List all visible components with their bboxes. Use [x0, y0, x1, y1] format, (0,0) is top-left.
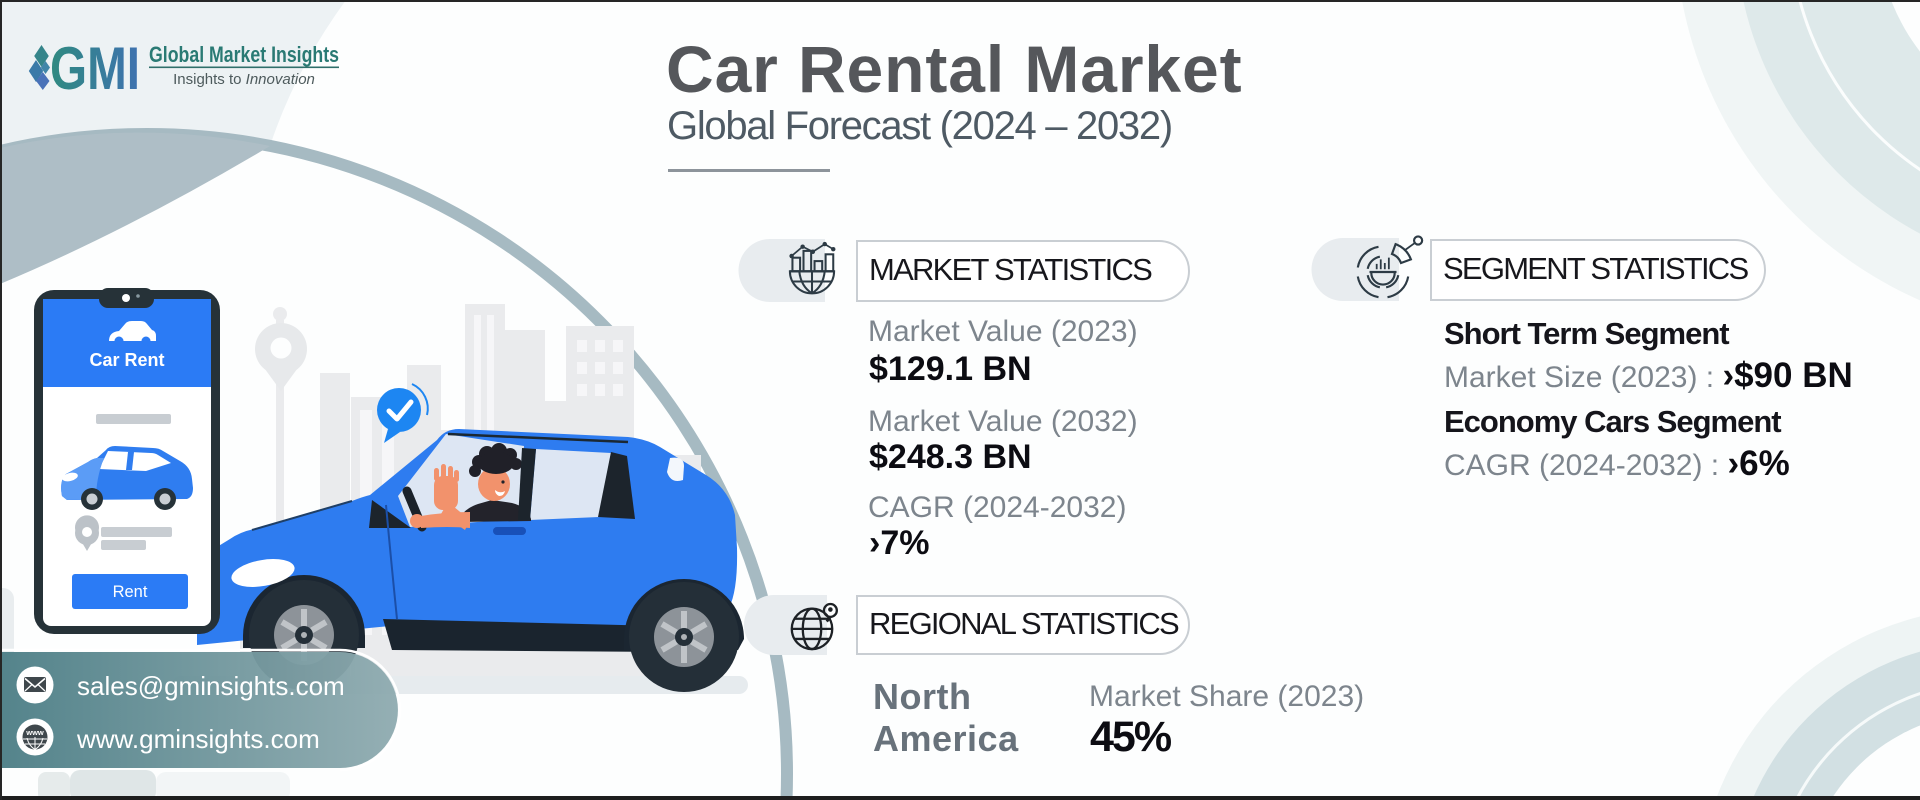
svg-text:Insights to Innovation: Insights to Innovation: [173, 71, 315, 88]
svg-text:Global Market Insights: Global Market Insights: [149, 42, 339, 67]
svg-text:www: www: [25, 728, 44, 737]
svg-text:GMI: GMI: [50, 35, 140, 102]
svg-text:Rent: Rent: [113, 583, 148, 601]
